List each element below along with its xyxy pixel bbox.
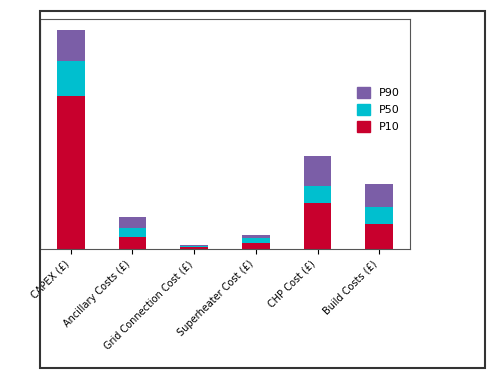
Bar <box>242 234 270 239</box>
Bar <box>57 61 84 96</box>
Bar <box>366 184 393 207</box>
Bar <box>180 247 208 249</box>
Bar <box>118 228 146 237</box>
Bar <box>366 207 393 224</box>
Bar <box>180 246 208 247</box>
Bar <box>366 224 393 249</box>
Bar <box>304 156 332 187</box>
Bar <box>242 239 270 243</box>
Bar <box>118 237 146 249</box>
Bar <box>304 187 332 203</box>
Bar <box>57 30 84 61</box>
Legend: P90, P50, P10: P90, P50, P10 <box>352 82 405 136</box>
Bar <box>304 203 332 249</box>
Bar <box>118 217 146 228</box>
Bar <box>180 245 208 246</box>
Bar <box>242 243 270 249</box>
Bar <box>57 96 84 249</box>
